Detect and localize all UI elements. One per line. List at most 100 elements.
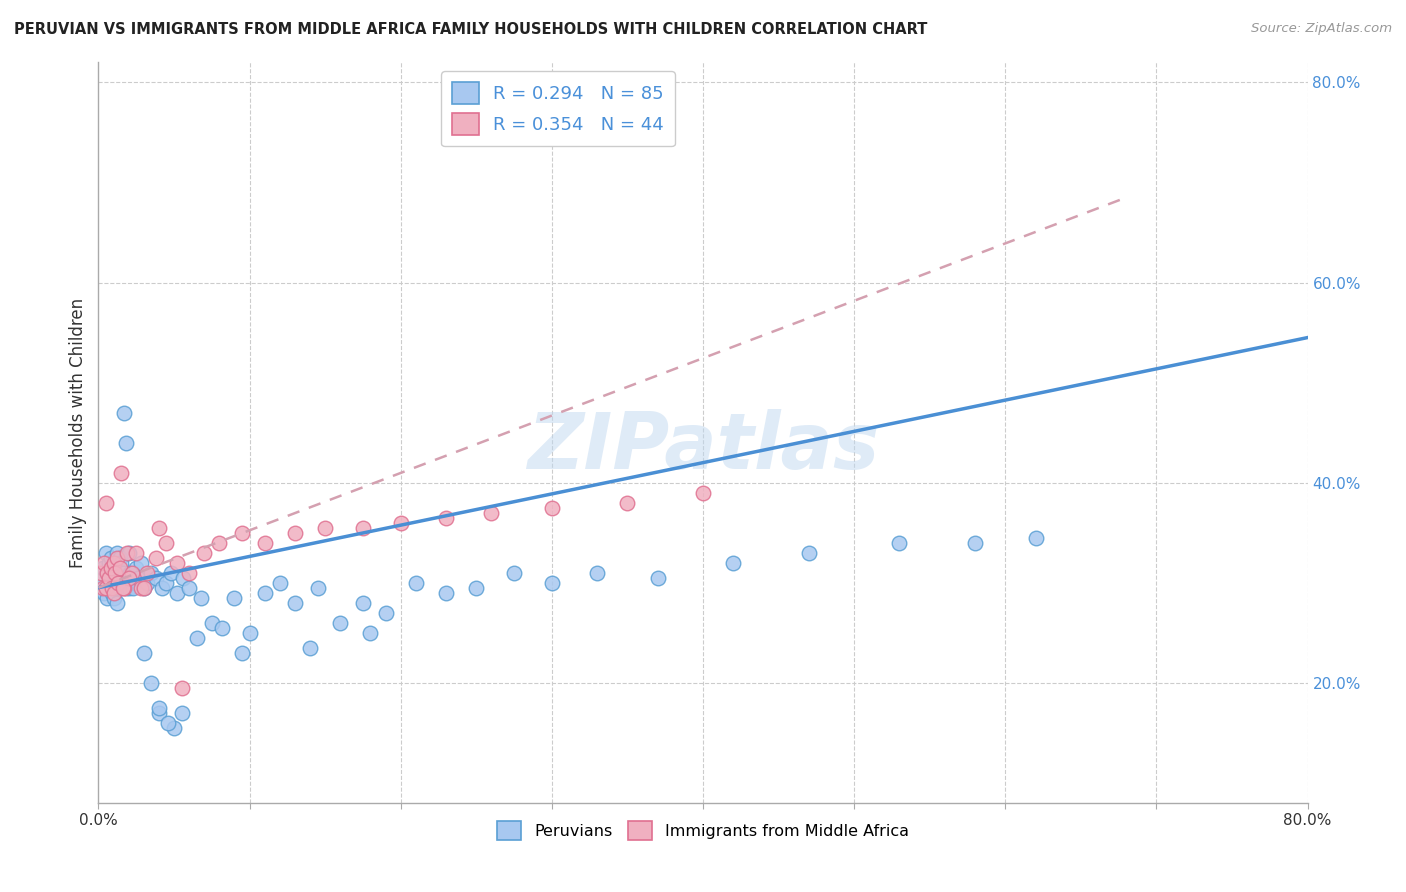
Point: [170, 706, 193, 720]
Point: [105, 546, 128, 560]
Point: [110, 556, 132, 570]
Point: [135, 566, 157, 580]
Point: [166, 556, 188, 570]
Point: [201, 615, 224, 630]
Point: [141, 566, 163, 580]
Point: [481, 506, 503, 520]
Point: [155, 575, 177, 590]
Point: [156, 715, 179, 730]
Point: [111, 581, 134, 595]
Point: [121, 575, 143, 590]
Point: [94, 581, 117, 595]
Point: [108, 550, 131, 565]
Point: [129, 581, 152, 595]
Point: [96, 566, 118, 580]
Point: [616, 496, 638, 510]
Point: [389, 516, 412, 530]
Point: [132, 581, 155, 595]
Text: ZIPatlas: ZIPatlas: [527, 409, 879, 485]
Point: [125, 546, 148, 560]
Point: [118, 581, 141, 595]
Point: [110, 575, 132, 590]
Point: [114, 581, 136, 595]
Point: [692, 485, 714, 500]
Point: [100, 560, 122, 574]
Point: [91, 581, 114, 595]
Point: [108, 581, 131, 595]
Point: [93, 556, 115, 570]
Point: [94, 581, 117, 595]
Point: [723, 556, 745, 570]
Point: [352, 521, 374, 535]
Point: [96, 591, 118, 605]
Point: [121, 566, 143, 580]
Point: [172, 571, 194, 585]
Point: [314, 521, 336, 535]
Point: [1024, 531, 1046, 545]
Point: [111, 566, 134, 580]
Point: [145, 550, 167, 565]
Point: [405, 575, 427, 590]
Point: [100, 560, 122, 574]
Point: [115, 546, 138, 560]
Point: [186, 631, 208, 645]
Point: [101, 581, 124, 595]
Point: [190, 591, 212, 605]
Point: [107, 571, 129, 585]
Point: [540, 575, 562, 590]
Point: [211, 621, 233, 635]
Point: [150, 581, 173, 595]
Point: [965, 535, 987, 549]
Point: [889, 535, 911, 549]
Point: [145, 571, 167, 585]
Point: [193, 546, 215, 560]
Point: [94, 546, 117, 560]
Point: [434, 585, 457, 599]
Point: [103, 556, 125, 570]
Point: [93, 585, 115, 599]
Point: [104, 556, 127, 570]
Point: [118, 546, 141, 560]
Point: [120, 566, 142, 580]
Point: [98, 575, 121, 590]
Point: [374, 606, 396, 620]
Point: [104, 566, 127, 580]
Text: Source: ZipAtlas.com: Source: ZipAtlas.com: [1251, 22, 1392, 36]
Point: [98, 556, 121, 570]
Point: [434, 510, 457, 524]
Point: [103, 591, 125, 605]
Text: PERUVIAN VS IMMIGRANTS FROM MIDDLE AFRICA FAMILY HOUSEHOLDS WITH CHILDREN CORREL: PERUVIAN VS IMMIGRANTS FROM MIDDLE AFRIC…: [14, 22, 928, 37]
Point: [465, 581, 488, 595]
Point: [141, 675, 163, 690]
Point: [101, 585, 124, 599]
Point: [90, 566, 112, 580]
Point: [107, 575, 129, 590]
Point: [179, 581, 201, 595]
Point: [166, 585, 188, 599]
Point: [103, 560, 125, 574]
Point: [125, 560, 148, 574]
Point: [114, 435, 136, 450]
Point: [360, 625, 382, 640]
Point: [132, 581, 155, 595]
Legend: Peruvians, Immigrants from Middle Africa: Peruvians, Immigrants from Middle Africa: [491, 814, 915, 847]
Point: [105, 596, 128, 610]
Point: [103, 585, 125, 599]
Point: [284, 596, 307, 610]
Point: [352, 596, 374, 610]
Point: [284, 525, 307, 540]
Y-axis label: Family Households with Children: Family Households with Children: [69, 298, 87, 567]
Point: [94, 496, 117, 510]
Point: [148, 521, 170, 535]
Point: [647, 571, 669, 585]
Point: [155, 535, 177, 549]
Point: [91, 560, 114, 574]
Point: [170, 681, 193, 695]
Point: [586, 566, 609, 580]
Point: [231, 525, 253, 540]
Point: [148, 700, 170, 714]
Point: [90, 571, 112, 585]
Point: [105, 566, 128, 580]
Point: [135, 575, 157, 590]
Point: [253, 535, 276, 549]
